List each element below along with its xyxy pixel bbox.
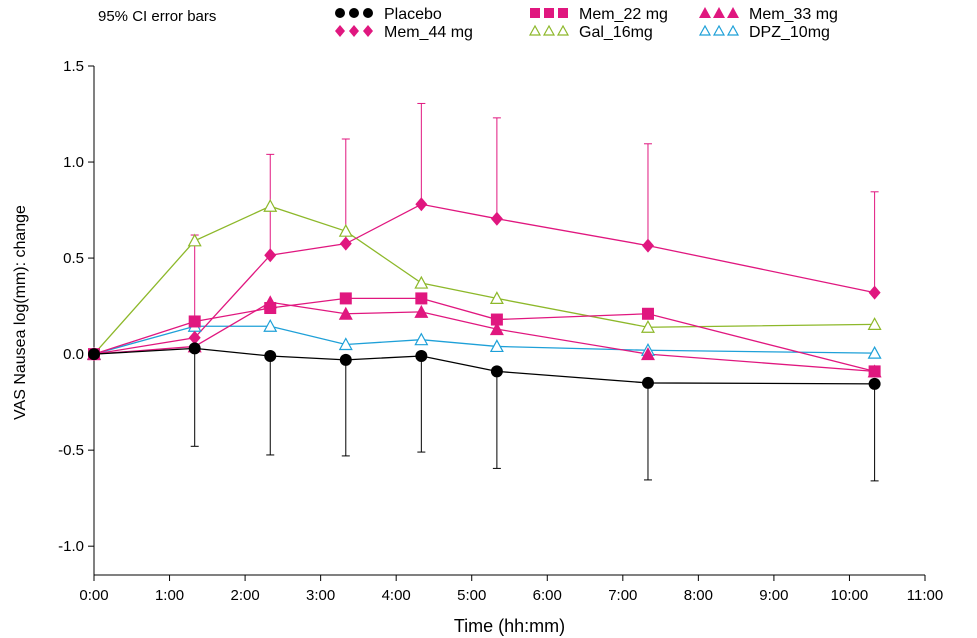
x-tick-label: 9:00 bbox=[759, 587, 788, 604]
data-point bbox=[490, 313, 503, 326]
x-tick-label: 6:00 bbox=[533, 587, 562, 604]
legend-label: Gal_16mg bbox=[579, 24, 653, 41]
legend-marker bbox=[558, 8, 568, 18]
legend-label: Mem_44 mg bbox=[384, 24, 473, 41]
legend-label: Mem_22 mg bbox=[579, 6, 668, 23]
legend-marker bbox=[530, 8, 540, 18]
legend-marker bbox=[363, 8, 373, 18]
data-point bbox=[414, 275, 429, 289]
data-point bbox=[414, 304, 429, 318]
legend-marker bbox=[528, 24, 542, 36]
data-point bbox=[489, 339, 504, 353]
data-point bbox=[188, 315, 201, 328]
data-point bbox=[641, 307, 654, 320]
data-point bbox=[489, 322, 504, 336]
legend-label: Mem_33 mg bbox=[749, 6, 838, 23]
data-point bbox=[264, 248, 277, 263]
y-tick-label: 0.5 bbox=[63, 250, 84, 267]
legend-marker bbox=[712, 24, 726, 36]
data-point bbox=[414, 332, 429, 346]
data-point bbox=[264, 350, 277, 363]
data-point bbox=[263, 295, 278, 309]
data-point bbox=[263, 198, 278, 212]
x-tick-label: 11:00 bbox=[907, 587, 943, 604]
legend-marker bbox=[349, 8, 359, 18]
legend-marker bbox=[727, 7, 739, 18]
series-line bbox=[93, 203, 875, 355]
data-point bbox=[338, 223, 353, 237]
data-point bbox=[489, 291, 504, 305]
legend-label: DPZ_10mg bbox=[749, 24, 830, 41]
data-point bbox=[415, 350, 428, 363]
legend-marker bbox=[699, 7, 711, 18]
y-tick-label: 1.0 bbox=[63, 154, 84, 171]
data-point bbox=[867, 364, 882, 378]
data-point bbox=[263, 319, 278, 332]
data-point bbox=[640, 347, 655, 361]
data-point bbox=[339, 353, 352, 366]
legend-marker bbox=[713, 7, 725, 18]
legend-marker bbox=[349, 25, 359, 37]
data-point bbox=[88, 348, 100, 361]
legend-marker bbox=[544, 8, 554, 18]
x-tick-label: 10:00 bbox=[831, 587, 869, 604]
legend-marker bbox=[363, 25, 373, 37]
series-line bbox=[93, 205, 875, 355]
x-tick-label: 1:00 bbox=[155, 587, 184, 604]
x-tick-label: 5:00 bbox=[457, 587, 486, 604]
x-tick-label: 7:00 bbox=[608, 587, 637, 604]
data-point bbox=[415, 292, 428, 305]
x-tick-label: 2:00 bbox=[230, 587, 259, 604]
x-tick-label: 8:00 bbox=[684, 587, 713, 604]
data-point bbox=[641, 376, 654, 389]
x-axis-title: Time (hh:mm) bbox=[454, 616, 565, 636]
legend-marker bbox=[556, 24, 570, 36]
data-point bbox=[868, 285, 881, 300]
legend-marker bbox=[335, 25, 345, 37]
data-point bbox=[338, 306, 353, 320]
series-line bbox=[93, 301, 875, 373]
legend-label: Placebo bbox=[384, 6, 442, 23]
legend-marker bbox=[542, 24, 556, 36]
data-point bbox=[641, 238, 654, 253]
legend-marker bbox=[698, 24, 712, 36]
y-tick-label: -0.5 bbox=[58, 442, 84, 459]
data-point bbox=[490, 211, 503, 226]
data-point bbox=[868, 377, 881, 390]
data-point bbox=[338, 337, 353, 351]
legend-marker bbox=[726, 24, 740, 36]
x-tick-label: 4:00 bbox=[382, 587, 411, 604]
data-point bbox=[867, 345, 882, 359]
data-point bbox=[187, 233, 202, 247]
series-line bbox=[93, 297, 875, 373]
data-point bbox=[867, 317, 882, 330]
data-point bbox=[640, 319, 655, 333]
y-tick-label: 1.5 bbox=[63, 58, 84, 75]
data-point bbox=[339, 292, 352, 305]
x-tick-label: 3:00 bbox=[306, 587, 335, 604]
data-point bbox=[339, 236, 352, 251]
y-axis-title: VAS Nausea log(mm): change bbox=[12, 205, 29, 420]
data-point bbox=[188, 330, 201, 345]
data-point bbox=[490, 365, 503, 378]
x-tick-label: 0:00 bbox=[79, 587, 108, 604]
y-tick-label: 0.0 bbox=[63, 346, 84, 363]
series-line bbox=[93, 347, 875, 385]
data-point bbox=[415, 197, 428, 212]
data-point bbox=[188, 342, 201, 355]
y-tick-label: -1.0 bbox=[58, 538, 84, 555]
error-bar-note: 95% CI error bars bbox=[98, 8, 217, 25]
legend-marker bbox=[335, 8, 345, 18]
